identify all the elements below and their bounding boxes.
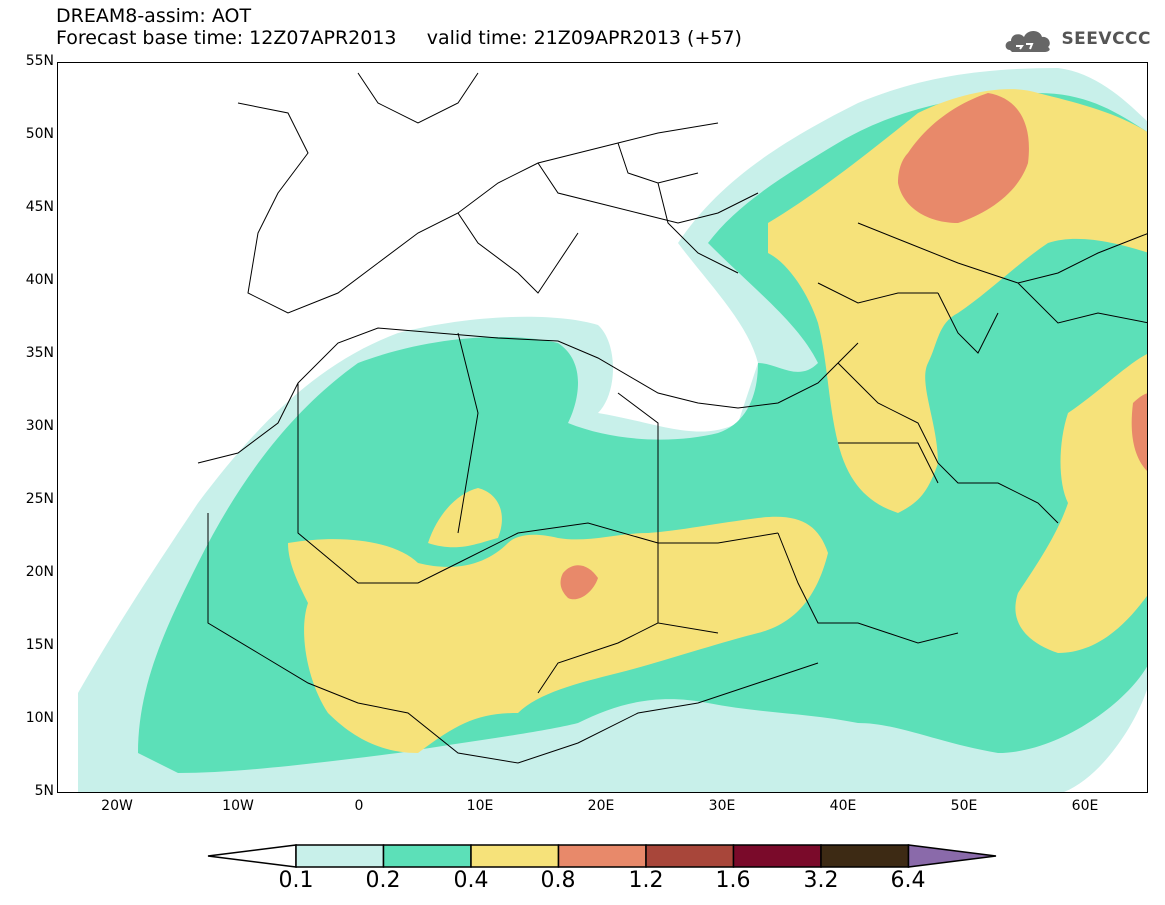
lon-label: 40E [829, 798, 857, 814]
lat-label: 45N [25, 199, 54, 215]
lon-label: 10W [222, 798, 254, 814]
lat-label: 10N [25, 710, 54, 726]
aot-region-0.4-eurasia [768, 89, 1147, 513]
lon-label: 30E [708, 798, 736, 814]
colorbar-label: 3.2 [803, 868, 839, 893]
lat-label: 50N [25, 126, 54, 142]
colorbar-label: 1.6 [715, 868, 751, 893]
colorbar-left-arrow [207, 844, 297, 868]
lon-label: 0 [354, 798, 364, 814]
colorbar-segment [470, 844, 560, 868]
aot-region-0.8-caspian [898, 93, 1029, 223]
aot-region-0.8-chad [560, 565, 598, 600]
lat-label: 25N [25, 491, 54, 507]
lon-label: 50E [950, 798, 978, 814]
colorbar-segment [557, 844, 647, 868]
lat-label: 55N [25, 53, 54, 69]
colorbar-segment [820, 844, 910, 868]
forecast-time-line: Forecast base time: 12Z07APR2013 valid t… [56, 27, 742, 49]
lon-label: 20W [101, 798, 133, 814]
country-borders [197, 72, 1147, 764]
logo-text: SEEVCCC [1061, 29, 1151, 49]
aot-region-0.4-sahel [288, 516, 828, 753]
lat-label: 40N [25, 272, 54, 288]
colorbar-segment [732, 844, 822, 868]
chart-title: DREAM8-assim: AOT [56, 5, 252, 27]
colorbar-label: 6.4 [890, 868, 926, 893]
colorbar-label: 1.2 [628, 868, 664, 893]
lat-label: 35N [25, 345, 54, 361]
cloud-icon [1006, 31, 1051, 52]
colorbar-segment [645, 844, 735, 868]
colorbar-right-arrow [907, 844, 997, 868]
aot-region-0.4-libya [428, 488, 502, 548]
aot-region-0.8-iran [1131, 393, 1147, 471]
lat-label: 30N [25, 418, 54, 434]
lon-label: 10E [466, 798, 494, 814]
colorbar-label: 0.1 [278, 868, 314, 893]
aot-region-0.4-arabia [1015, 354, 1147, 653]
lon-label: 20E [587, 798, 615, 814]
colorbar-label: 0.4 [453, 868, 489, 893]
colorbar-label: 0.8 [540, 868, 576, 893]
aot-map [78, 68, 1147, 792]
lat-label: 15N [25, 637, 54, 653]
lon-label: 60E [1071, 798, 1099, 814]
colorbar-segment [295, 844, 385, 868]
seevccc-logo: SEEVCCC [1002, 24, 1151, 54]
colorbar-segment [382, 844, 472, 868]
colorbar-label: 0.2 [365, 868, 401, 893]
lat-label: 20N [25, 564, 54, 580]
map-area [57, 62, 1148, 793]
lat-label: 5N [34, 783, 54, 799]
